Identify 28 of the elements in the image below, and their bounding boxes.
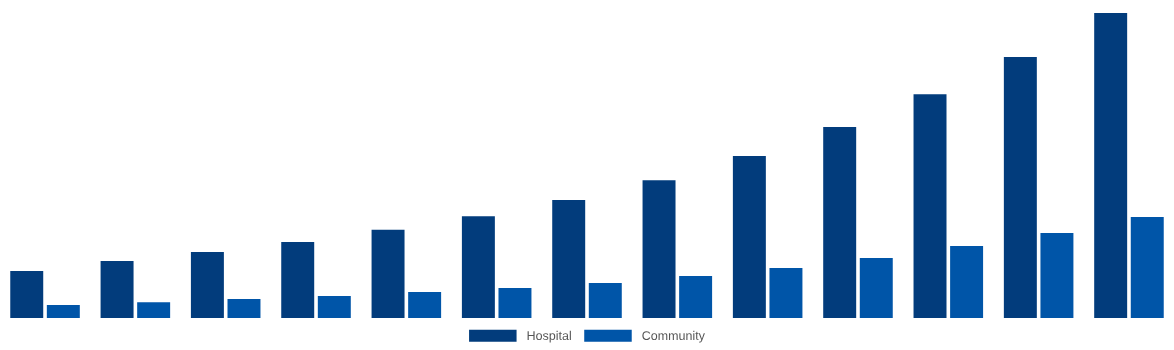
- bar: [769, 267, 803, 318]
- legend-label: Community: [642, 330, 705, 343]
- bar: [732, 156, 766, 318]
- bar: [1130, 217, 1164, 318]
- bar: [10, 271, 44, 318]
- bar: [950, 246, 984, 318]
- bar: [642, 180, 676, 318]
- bar: [588, 282, 622, 318]
- bar: [190, 252, 224, 318]
- bar: [679, 275, 713, 318]
- bar: [552, 199, 586, 318]
- bar: [1094, 13, 1128, 318]
- bar: [408, 292, 442, 318]
- bar: [46, 304, 80, 318]
- bar: [823, 127, 857, 318]
- bar: [317, 296, 351, 318]
- bar: [137, 302, 171, 318]
- bar: [1003, 56, 1037, 318]
- bar: [461, 216, 495, 318]
- bar: [498, 288, 532, 318]
- bar: [100, 260, 134, 318]
- legend-label: Hospital: [527, 330, 571, 343]
- bar: [1040, 232, 1074, 318]
- bar: [371, 229, 405, 318]
- bar: [859, 257, 893, 318]
- bar: [227, 299, 261, 318]
- bar: [281, 242, 315, 318]
- bar: [913, 94, 947, 318]
